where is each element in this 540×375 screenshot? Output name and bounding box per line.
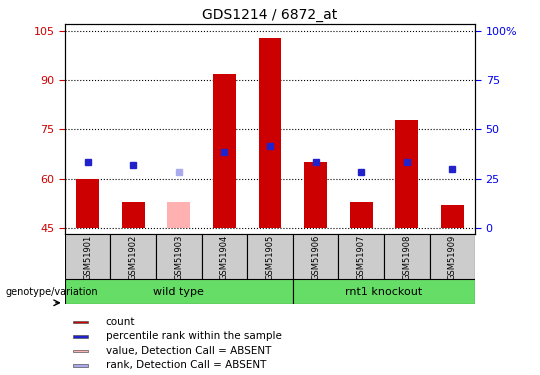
Bar	[122, 202, 145, 228]
Bar	[110, 234, 156, 279]
Text: value, Detection Call = ABSENT: value, Detection Call = ABSENT	[106, 346, 271, 356]
Bar	[441, 205, 464, 228]
Bar	[167, 202, 190, 228]
Bar	[293, 234, 339, 279]
Bar	[73, 321, 88, 323]
Text: GSM51902: GSM51902	[129, 234, 138, 279]
Bar	[73, 364, 88, 367]
Title: GDS1214 / 6872_at: GDS1214 / 6872_at	[202, 8, 338, 22]
Bar	[247, 234, 293, 279]
Text: rnt1 knockout: rnt1 knockout	[346, 286, 423, 297]
Bar	[156, 234, 201, 279]
Text: GSM51903: GSM51903	[174, 234, 183, 280]
Bar	[304, 162, 327, 228]
Bar	[293, 279, 475, 304]
Bar	[384, 234, 430, 279]
Text: GSM51907: GSM51907	[357, 234, 366, 280]
Bar	[65, 234, 110, 279]
Bar	[201, 234, 247, 279]
Bar	[73, 335, 88, 338]
Text: GSM51906: GSM51906	[311, 234, 320, 280]
Text: GSM51908: GSM51908	[402, 234, 411, 280]
Text: GSM51905: GSM51905	[266, 234, 274, 279]
Text: count: count	[106, 317, 136, 327]
Text: wild type: wild type	[153, 286, 204, 297]
Bar	[65, 279, 293, 304]
Bar	[339, 234, 384, 279]
Bar	[259, 38, 281, 228]
Text: rank, Detection Call = ABSENT: rank, Detection Call = ABSENT	[106, 360, 266, 370]
Bar	[430, 234, 475, 279]
Text: GSM51904: GSM51904	[220, 234, 229, 279]
Text: percentile rank within the sample: percentile rank within the sample	[106, 332, 282, 342]
Bar	[213, 74, 236, 228]
Text: GSM51909: GSM51909	[448, 234, 457, 279]
Bar	[395, 120, 418, 228]
Text: genotype/variation: genotype/variation	[5, 286, 98, 297]
Bar	[350, 202, 373, 228]
Bar	[76, 178, 99, 228]
Text: GSM51901: GSM51901	[83, 234, 92, 279]
Bar	[73, 350, 88, 352]
